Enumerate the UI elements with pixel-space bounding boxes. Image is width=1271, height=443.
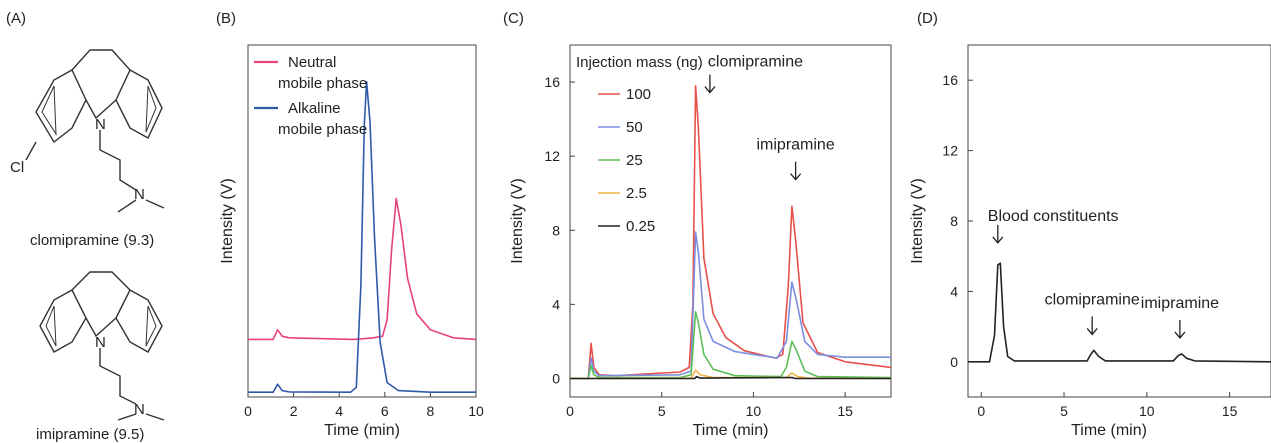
- clomipramine-name: clomipramine (9.3): [30, 232, 154, 249]
- clomipramine-nitrogen-2: N: [134, 186, 145, 203]
- x-tick-label: 10: [746, 403, 762, 419]
- legend-entry: 25: [626, 152, 643, 169]
- legend-entry: mobile phase: [278, 121, 367, 138]
- y-tick-label: 4: [950, 283, 958, 299]
- series-line-neutral-mobile-phase: [248, 197, 477, 341]
- annotation-label: imipramine: [756, 137, 834, 154]
- annotation-arrow-head: [1086, 328, 1098, 336]
- y-tick-label: 16: [942, 72, 958, 88]
- x-tick-label: 6: [381, 403, 389, 419]
- imipramine-name: imipramine (9.5): [36, 426, 144, 443]
- y-tick-label: 8: [950, 213, 958, 229]
- annotation-arrow-head: [992, 236, 1004, 244]
- legend-entry: mobile phase: [278, 75, 367, 92]
- y-tick-label: 4: [552, 296, 560, 312]
- y-tick-label: 0: [950, 354, 958, 370]
- x-tick-label: 15: [837, 403, 853, 419]
- x-tick-label: 10: [1139, 403, 1155, 419]
- annotation-label: Blood constituents: [988, 208, 1119, 225]
- annotation-arrow-head: [790, 173, 802, 181]
- y-tick-label: 8: [552, 222, 560, 238]
- panel-label-c: (C): [503, 10, 524, 27]
- series-line-trace: [968, 262, 1271, 363]
- x-axis-label: Time (min): [1071, 422, 1147, 439]
- series-line-alkaline-mobile-phase: [248, 81, 476, 393]
- plot-frame: [569, 44, 892, 398]
- chart-d: 0 5 10 15 0 4 8 12 16 Time (min) Intensity (V) Bloo…: [909, 44, 1271, 439]
- series-line-100: [570, 85, 892, 380]
- chart-c: 0 5 10 15 0 4 8 12 16 Time (min) Intensity (V) Inje…: [509, 44, 892, 439]
- annotation-arrow-head: [704, 86, 716, 94]
- series-line-0.25: [570, 375, 891, 380]
- legend-entry: Neutral: [288, 54, 336, 71]
- annotation-arrow-head: [1174, 331, 1186, 339]
- y-tick-label: 12: [942, 143, 958, 159]
- imipramine-structure: [39, 271, 165, 421]
- y-axis-label: Intensity (V): [219, 178, 236, 263]
- series-line-50: [570, 231, 891, 380]
- series-line-25: [570, 311, 892, 380]
- y-tick-label: 16: [544, 74, 560, 90]
- y-axis-label: Intensity (V): [509, 178, 526, 263]
- x-tick-label: 0: [566, 403, 574, 419]
- panel-label-b: (B): [216, 10, 236, 27]
- clomipramine-nitrogen-1: N: [95, 116, 106, 133]
- x-tick-label: 8: [427, 403, 435, 419]
- annotation-label: clomipramine: [708, 54, 803, 71]
- x-tick-label: 10: [468, 403, 484, 419]
- x-tick-label: 0: [977, 403, 985, 419]
- clomipramine-structure: [25, 49, 165, 213]
- chlorine-atom: Cl: [10, 159, 24, 176]
- panel-label-a: (A): [6, 10, 26, 27]
- imipramine-nitrogen-2: N: [134, 401, 145, 418]
- legend-entry: 100: [626, 86, 651, 103]
- plot-frame: [247, 44, 477, 398]
- y-tick-label: 0: [552, 370, 560, 386]
- x-tick-label: 0: [244, 403, 252, 419]
- x-tick-label: 5: [1060, 403, 1068, 419]
- legend-entry: 0.25: [626, 218, 655, 235]
- imipramine-nitrogen-1: N: [95, 334, 106, 351]
- x-tick-label: 2: [290, 403, 298, 419]
- annotation-label: imipramine: [1141, 295, 1219, 312]
- y-axis-label: Intensity (V): [909, 178, 926, 263]
- y-tick-label: 12: [544, 148, 560, 164]
- x-axis-label: Time (min): [693, 422, 769, 439]
- legend-title: Injection mass (ng): [576, 54, 703, 71]
- x-tick-label: 4: [335, 403, 343, 419]
- annotation-label: clomipramine: [1045, 291, 1140, 308]
- chart-b: 0 2 4 6 8 10 Time (min) Intensity (V) Neutral mob…: [219, 44, 484, 439]
- x-tick-label: 5: [658, 403, 666, 419]
- legend-entry: Alkaline: [288, 100, 341, 117]
- x-axis-label: Time (min): [324, 422, 400, 439]
- x-tick-label: 15: [1222, 403, 1238, 419]
- legend-entry: 2.5: [626, 185, 647, 202]
- legend-entry: 50: [626, 119, 643, 136]
- panel-label-d: (D): [917, 10, 938, 27]
